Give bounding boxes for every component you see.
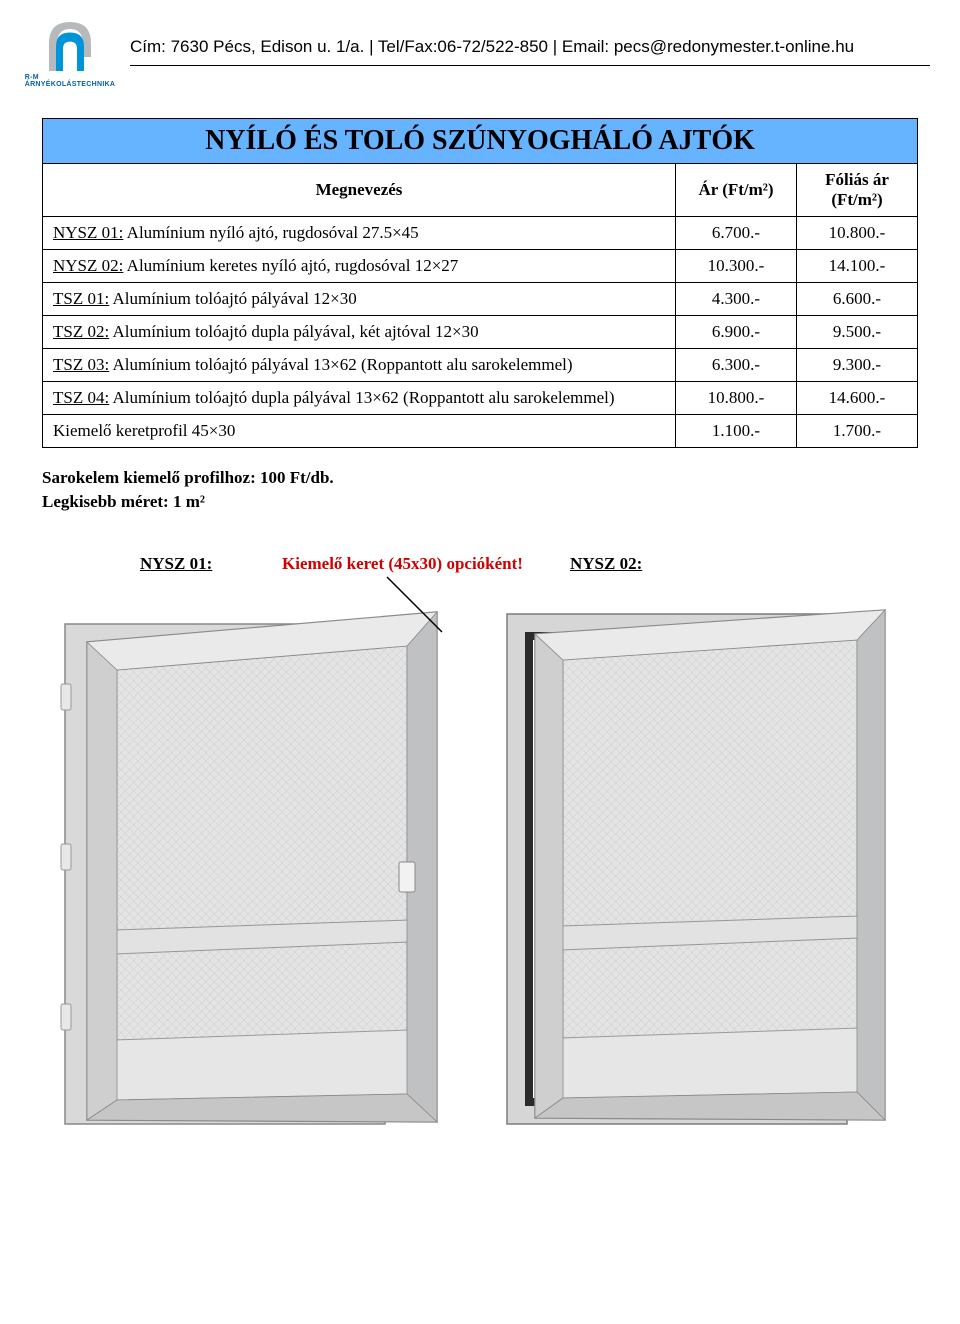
page-header: R-M ÁRNYÉKOLÁSTECHNIKA Cím: 7630 Pécs, E… xyxy=(0,0,960,88)
table-row: Kiemelő keretprofil 45×30 1.100.- 1.700.… xyxy=(43,415,918,448)
table-title-row: NYÍLÓ ÉS TOLÓ SZÚNYOGHÁLÓ AJTÓK xyxy=(43,119,918,164)
row-price: 6.300.- xyxy=(676,349,797,382)
row-name: TSZ 02: Alumínium tolóajtó dupla pályáva… xyxy=(43,316,676,349)
row-price: 10.800.- xyxy=(676,382,797,415)
row-name: NYSZ 01: Alumínium nyíló ajtó, rugdosóva… xyxy=(43,217,676,250)
table-row: TSZ 01: Alumínium tolóajtó pályával 12×3… xyxy=(43,283,918,316)
row-name: Kiemelő keretprofil 45×30 xyxy=(43,415,676,448)
note-line-1: Sarokelem kiemelő profilhoz: 100 Ft/db. xyxy=(42,466,918,490)
row-name: TSZ 01: Alumínium tolóajtó pályával 12×3… xyxy=(43,283,676,316)
pricing-table: NYÍLÓ ÉS TOLÓ SZÚNYOGHÁLÓ AJTÓK Megnevez… xyxy=(42,118,918,448)
table-row: TSZ 03: Alumínium tolóajtó pályával 13×6… xyxy=(43,349,918,382)
row-foil: 10.800.- xyxy=(797,217,918,250)
table-row: TSZ 04: Alumínium tolóajtó dupla pályáva… xyxy=(43,382,918,415)
row-price: 4.300.- xyxy=(676,283,797,316)
door-illustration-1 xyxy=(45,584,465,1144)
logo-icon xyxy=(35,8,105,78)
row-price: 6.700.- xyxy=(676,217,797,250)
logo: R-M ÁRNYÉKOLÁSTECHNIKA xyxy=(30,8,110,88)
row-foil: 9.500.- xyxy=(797,316,918,349)
col-price: Ár (Ft/m²) xyxy=(676,164,797,217)
figure-row xyxy=(42,584,918,1144)
table-row: TSZ 02: Alumínium tolóajtó dupla pályáva… xyxy=(43,316,918,349)
row-name: TSZ 03: Alumínium tolóajtó pályával 13×6… xyxy=(43,349,676,382)
row-price: 1.100.- xyxy=(676,415,797,448)
col-foil: Fóliás ár (Ft/m²) xyxy=(797,164,918,217)
figure-label-2: NYSZ 02: xyxy=(570,554,642,574)
row-foil: 6.600.- xyxy=(797,283,918,316)
row-foil: 1.700.- xyxy=(797,415,918,448)
col-name: Megnevezés xyxy=(43,164,676,217)
row-foil: 14.100.- xyxy=(797,250,918,283)
notes: Sarokelem kiemelő profilhoz: 100 Ft/db. … xyxy=(42,466,918,514)
main-content: NYÍLÓ ÉS TOLÓ SZÚNYOGHÁLÓ AJTÓK Megnevez… xyxy=(0,88,960,1164)
contact-line: Cím: 7630 Pécs, Edison u. 1/a. | Tel/Fax… xyxy=(130,31,930,66)
note-line-2: Legkisebb méret: 1 m² xyxy=(42,490,918,514)
logo-caption: R-M ÁRNYÉKOLÁSTECHNIKA xyxy=(25,74,116,88)
row-name: TSZ 04: Alumínium tolóajtó dupla pályáva… xyxy=(43,382,676,415)
table-title: NYÍLÓ ÉS TOLÓ SZÚNYOGHÁLÓ AJTÓK xyxy=(43,119,918,164)
row-price: 10.300.- xyxy=(676,250,797,283)
table-row: NYSZ 01: Alumínium nyíló ajtó, rugdosóva… xyxy=(43,217,918,250)
row-name: NYSZ 02: Alumínium keretes nyíló ajtó, r… xyxy=(43,250,676,283)
row-foil: 14.600.- xyxy=(797,382,918,415)
row-foil: 9.300.- xyxy=(797,349,918,382)
door-illustration-2 xyxy=(495,584,915,1144)
callout-text: Kiemelő keret (45x30) opcióként! xyxy=(282,554,523,574)
table-row: NYSZ 02: Alumínium keretes nyíló ajtó, r… xyxy=(43,250,918,283)
figure-area: Kiemelő keret (45x30) opcióként! NYSZ 01… xyxy=(42,554,918,1144)
table-header-row: Megnevezés Ár (Ft/m²) Fóliás ár (Ft/m²) xyxy=(43,164,918,217)
row-price: 6.900.- xyxy=(676,316,797,349)
